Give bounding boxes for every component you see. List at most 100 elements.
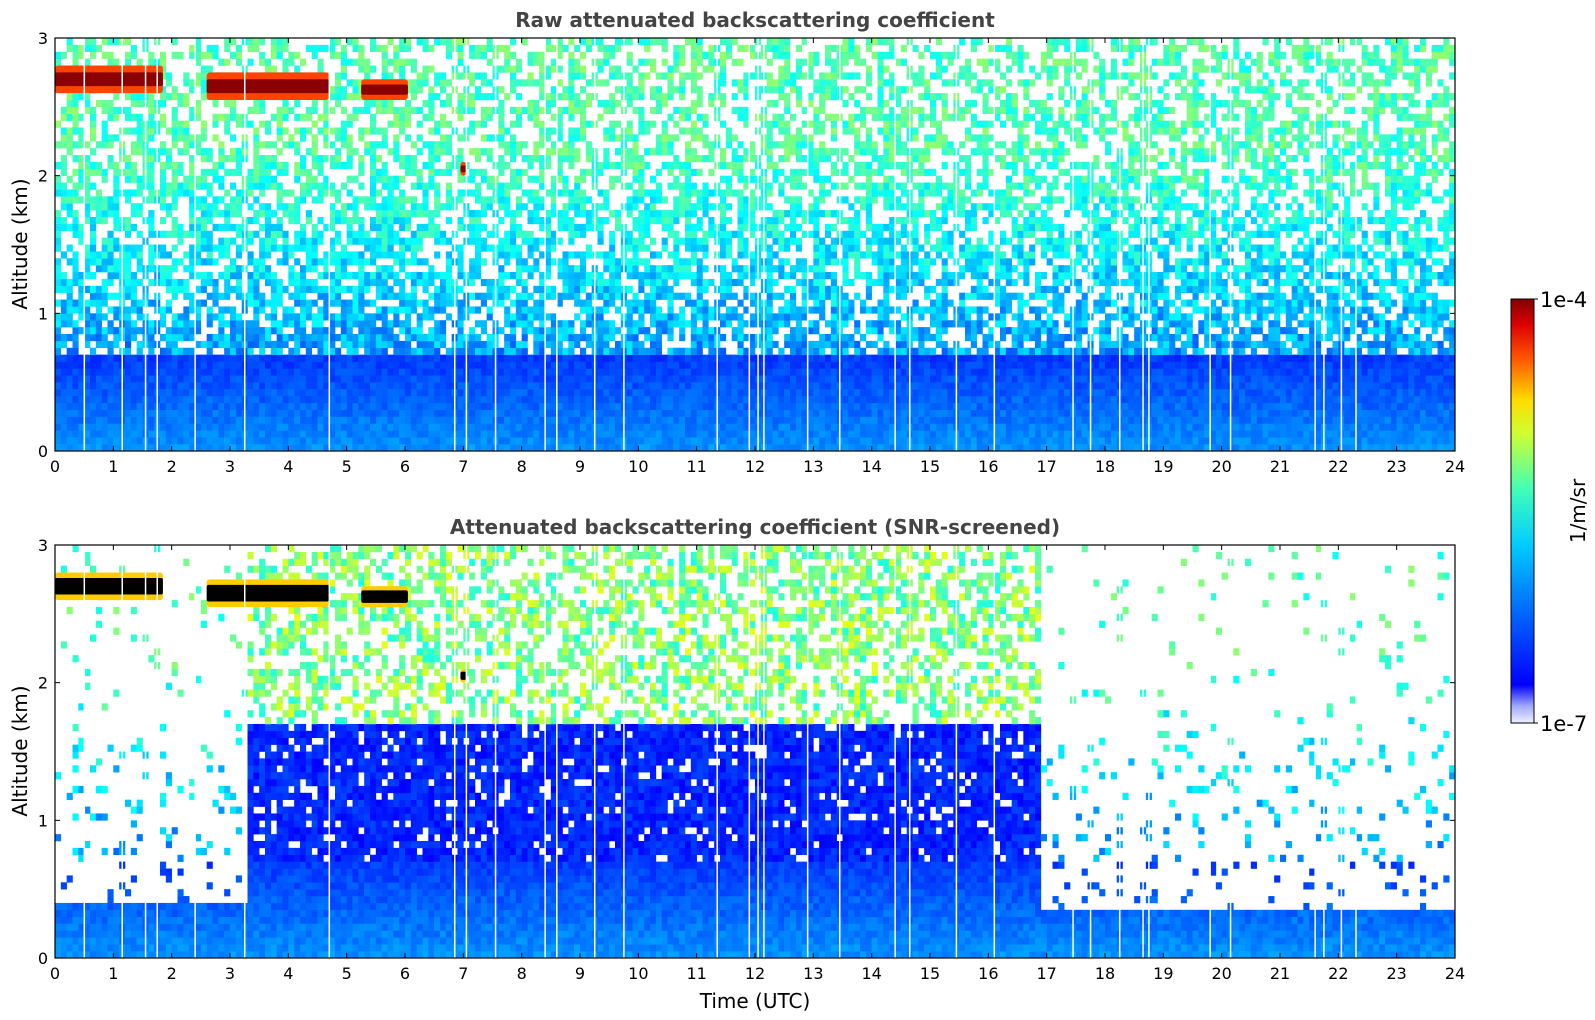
- backscatter-cell: [469, 72, 476, 80]
- backscatter-cell: [276, 416, 283, 424]
- backscatter-cell: [690, 155, 697, 163]
- backscatter-cell: [72, 182, 79, 190]
- backscatter-cell: [580, 416, 587, 424]
- backscatter-cell: [603, 216, 610, 225]
- backscatter-cell: [469, 44, 476, 53]
- backscatter-cell: [434, 306, 441, 314]
- backscatter-cell: [720, 278, 727, 287]
- backscatter-cell: [661, 99, 668, 108]
- backscatter-cell: [148, 210, 155, 218]
- backscatter-cell: [568, 127, 575, 135]
- backscatter-cell: [183, 120, 190, 128]
- backscatter-cell: [562, 203, 569, 211]
- backscatter-cell: [335, 72, 342, 80]
- backscatter-cell: [259, 306, 266, 314]
- backscatter-cell: [428, 437, 435, 445]
- backscatter-cell: [440, 38, 447, 46]
- backscatter-cell: [136, 430, 143, 438]
- backscatter-cell: [574, 155, 581, 163]
- backscatter-cell: [358, 134, 365, 142]
- backscatter-cell: [475, 368, 482, 376]
- backscatter-cell: [148, 402, 155, 410]
- backscatter-cell: [253, 141, 260, 149]
- backscatter-cell: [189, 423, 196, 431]
- backscatter-cell: [568, 444, 575, 451]
- backscatter-cell: [498, 65, 505, 73]
- backscatter-cell: [335, 38, 342, 46]
- backscatter-cell: [498, 416, 505, 424]
- backscatter-cell: [206, 278, 213, 287]
- backscatter-cell: [224, 430, 231, 438]
- backscatter-cell: [335, 99, 342, 108]
- backscatter-cell: [422, 182, 429, 190]
- backscatter-cell: [504, 354, 511, 362]
- backscatter-cell: [113, 375, 120, 383]
- backscatter-cell: [720, 333, 727, 342]
- backscatter-cell: [288, 402, 295, 410]
- backscatter-cell: [533, 444, 540, 451]
- backscatter-cell: [655, 368, 662, 376]
- backscatter-cell: [259, 161, 266, 170]
- backscatter-cell: [545, 127, 552, 135]
- backscatter-cell: [568, 86, 575, 94]
- backscatter-cell: [375, 430, 382, 438]
- backscatter-cell: [148, 333, 155, 342]
- backscatter-cell: [539, 79, 546, 87]
- backscatter-cell: [66, 320, 73, 328]
- backscatter-cell: [405, 340, 412, 349]
- backscatter-cell: [486, 333, 493, 342]
- backscatter-cell: [416, 278, 423, 287]
- backscatter-cell: [603, 395, 610, 404]
- backscatter-cell: [148, 416, 155, 424]
- backscatter-cell: [165, 299, 172, 307]
- backscatter-cell: [282, 237, 289, 245]
- backscatter-cell: [101, 437, 108, 445]
- backscatter-cell: [177, 161, 184, 170]
- backscatter-cell: [527, 423, 534, 431]
- backscatter-cell: [708, 203, 715, 211]
- backscatter-cell: [690, 189, 697, 197]
- backscatter-cell: [626, 409, 633, 417]
- backscatter-cell: [60, 251, 67, 259]
- backscatter-cell: [673, 244, 680, 252]
- backscatter-cell: [72, 44, 79, 53]
- backscatter-cell: [731, 155, 738, 163]
- backscatter-cell: [498, 86, 505, 94]
- backscatter-cell: [323, 127, 330, 135]
- backscatter-cell: [533, 175, 540, 183]
- backscatter-cell: [381, 333, 388, 342]
- backscatter-cell: [690, 382, 697, 390]
- backscatter-cell: [655, 72, 662, 80]
- backscatter-cell: [410, 333, 417, 342]
- backscatter-cell: [527, 444, 534, 451]
- backscatter-cell: [434, 416, 441, 424]
- backscatter-cell: [626, 327, 633, 335]
- backscatter-cell: [673, 409, 680, 417]
- backscatter-cell: [113, 113, 120, 121]
- backscatter-cell: [230, 320, 237, 328]
- backscatter-cell: [504, 141, 511, 149]
- backscatter-cell: [358, 161, 365, 170]
- backscatter-cell: [475, 444, 482, 451]
- backscatter-cell: [644, 258, 651, 266]
- backscatter-cell: [597, 113, 604, 121]
- backscatter-cell: [300, 189, 307, 197]
- backscatter-cell: [276, 278, 283, 287]
- backscatter-cell: [323, 134, 330, 142]
- backscatter-cell: [696, 382, 703, 390]
- backscatter-cell: [685, 389, 692, 397]
- backscatter-cell: [515, 244, 522, 252]
- backscatter-cell: [428, 161, 435, 170]
- backscatter-cell: [125, 189, 132, 197]
- backscatter-cell: [259, 299, 266, 307]
- backscatter-cell: [708, 65, 715, 73]
- backscatter-cell: [556, 423, 563, 431]
- backscatter-cell: [212, 375, 219, 383]
- backscatter-cell: [352, 113, 359, 121]
- backscatter-cell: [469, 210, 476, 218]
- backscatter-cell: [440, 333, 447, 342]
- backscatter-cell: [428, 106, 435, 115]
- backscatter-cell: [165, 375, 172, 383]
- backscatter-cell: [370, 251, 377, 259]
- backscatter-cell: [650, 437, 657, 445]
